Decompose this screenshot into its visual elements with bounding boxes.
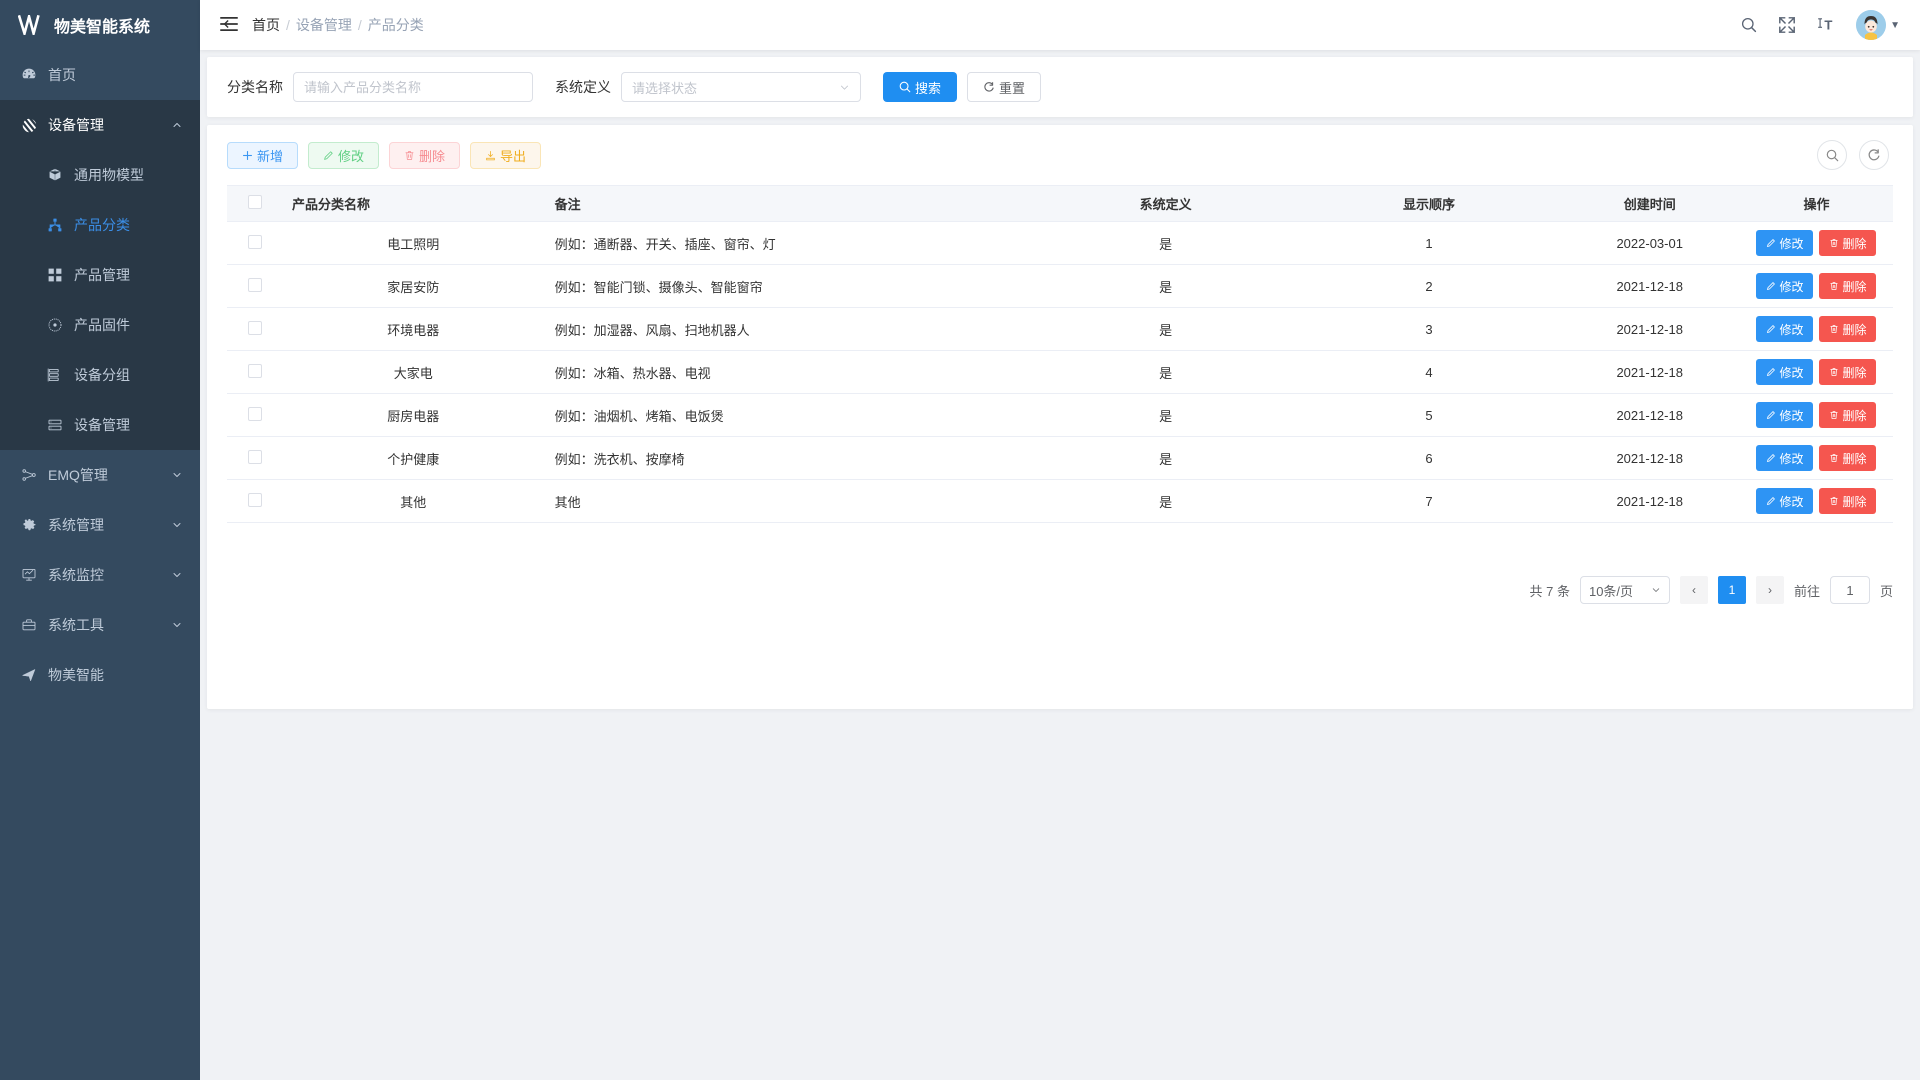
svg-text:T: T [1824,18,1832,33]
